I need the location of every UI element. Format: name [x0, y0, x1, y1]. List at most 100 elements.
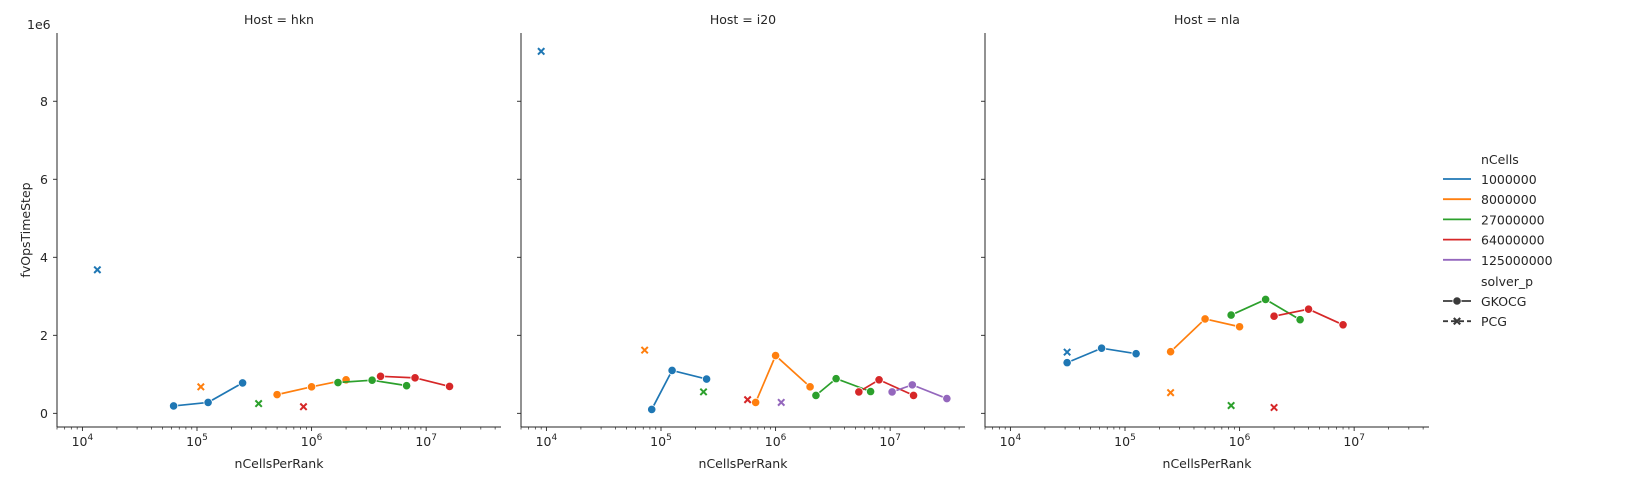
- series-line: [754, 354, 811, 403]
- data-point: [699, 387, 708, 396]
- series-125000000-GKOCG: [887, 380, 952, 404]
- data-point: [1063, 348, 1072, 357]
- data-point: [751, 397, 761, 408]
- data-point: [444, 381, 455, 392]
- series-1000000-GKOCG: [169, 378, 248, 411]
- legend-label: GKOCG: [1481, 294, 1526, 309]
- data-point: [254, 399, 263, 408]
- data-point: [1338, 320, 1348, 330]
- data-point: [907, 380, 917, 390]
- data-point: [1270, 403, 1278, 412]
- data-point: [942, 393, 952, 404]
- series-8000000-PCG: [196, 382, 205, 391]
- data-point: [865, 386, 876, 397]
- legend-label: 8000000: [1481, 192, 1537, 207]
- series-27000000-PCG: [1227, 401, 1236, 410]
- chart-panels: Host = hkn 0 2 4 6 8 104 105 106 107 nCellsPerRank…: [18, 12, 1429, 471]
- data-point: [1165, 347, 1176, 357]
- series-8000000-GKOCG: [1165, 314, 1245, 357]
- series-27000000-GKOCG: [1226, 294, 1305, 325]
- data-point: [667, 365, 677, 376]
- data-point: [1226, 310, 1236, 320]
- data-point: [93, 265, 102, 274]
- panel-1: Host = i20 104 105 106 107 nCellsPerRank: [517, 12, 965, 471]
- x-tick-label: 105: [650, 433, 672, 449]
- data-point: [410, 373, 420, 383]
- series-125000000-PCG: [777, 398, 786, 407]
- legend-label: PCG: [1481, 314, 1507, 329]
- legend-marker: [1453, 317, 1461, 326]
- series-1000000-GKOCG: [1062, 343, 1141, 368]
- series-27000000-PCG: [699, 387, 708, 396]
- series-line: [1170, 318, 1240, 353]
- series-64000000-GKOCG: [854, 375, 919, 401]
- series-27000000-PCG: [254, 399, 263, 408]
- data-point: [203, 397, 213, 408]
- series-27000000-GKOCG: [333, 375, 412, 391]
- panel-0: Host = hkn 0 2 4 6 8 104 105 106 107 nCellsPerRank…: [18, 12, 501, 471]
- data-point: [1269, 311, 1279, 321]
- series-64000000-PCG: [743, 395, 752, 404]
- series-64000000-PCG: [1270, 403, 1278, 412]
- x-tick-label: 107: [415, 433, 437, 449]
- x-axis-label: nCellsPerRank: [1163, 456, 1253, 471]
- data-point: [743, 395, 752, 404]
- series-1000000-GKOCG: [647, 365, 712, 415]
- data-point: [1261, 294, 1271, 305]
- x-tick-label: 104: [72, 433, 94, 449]
- x-tick-label: 105: [186, 433, 208, 449]
- panel-title: Host = nla: [1174, 12, 1240, 27]
- data-point: [196, 382, 205, 391]
- legend-hue-title: nCells: [1481, 152, 1519, 167]
- legend-marker: [1452, 296, 1462, 306]
- panel-2: Host = nla 104 105 106 107 nCellsPerRank: [981, 12, 1429, 471]
- data-point: [854, 387, 864, 397]
- data-point: [887, 387, 897, 397]
- series-1000000-PCG: [537, 47, 546, 56]
- legend-label: 64000000: [1481, 233, 1545, 248]
- x-tick-label: 107: [1343, 433, 1365, 449]
- legend-label: 125000000: [1481, 253, 1553, 268]
- series-64000000-GKOCG: [375, 371, 455, 392]
- data-point: [805, 382, 815, 392]
- data-point: [770, 351, 781, 361]
- data-point: [306, 382, 317, 392]
- y-tick-label: 2: [40, 328, 48, 343]
- data-point: [1303, 304, 1314, 314]
- data-point: [874, 375, 884, 385]
- series-64000000-GKOCG: [1269, 304, 1348, 330]
- data-point: [169, 401, 179, 411]
- series-line: [650, 369, 707, 410]
- series-1000000-PCG: [1063, 348, 1072, 357]
- data-point: [908, 390, 919, 401]
- x-tick-label: 106: [301, 433, 323, 449]
- y-tick-label: 0: [40, 406, 48, 421]
- y-tick-label: 4: [40, 250, 48, 265]
- data-point: [640, 346, 649, 355]
- x-tick-label: 106: [1229, 433, 1251, 449]
- data-point: [777, 398, 786, 407]
- y-tick-label: 8: [40, 94, 48, 109]
- series-8000000-GKOCG: [751, 351, 815, 408]
- y-multiplier: 1e6: [27, 17, 51, 32]
- data-point: [1295, 315, 1305, 325]
- data-point: [237, 378, 248, 388]
- data-point: [299, 402, 308, 411]
- data-point: [811, 390, 821, 401]
- y-axis-label: fvOpsTimeStep: [18, 182, 33, 277]
- data-point: [831, 374, 841, 384]
- series-64000000-PCG: [299, 402, 308, 411]
- legend-label: 27000000: [1481, 212, 1545, 227]
- series-1000000-PCG: [93, 265, 102, 274]
- data-point: [375, 371, 386, 381]
- data-point: [537, 47, 546, 56]
- x-tick-label: 107: [879, 433, 901, 449]
- data-point: [1062, 358, 1072, 368]
- series-8000000-PCG: [640, 346, 649, 355]
- legend: nCells 1000000 8000000 27000000 64000000 1250…: [1443, 152, 1553, 329]
- data-point: [1234, 322, 1245, 332]
- x-axis-label: nCellsPerRank: [235, 456, 325, 471]
- data-point: [1166, 388, 1175, 397]
- x-tick-label: 104: [1000, 433, 1022, 449]
